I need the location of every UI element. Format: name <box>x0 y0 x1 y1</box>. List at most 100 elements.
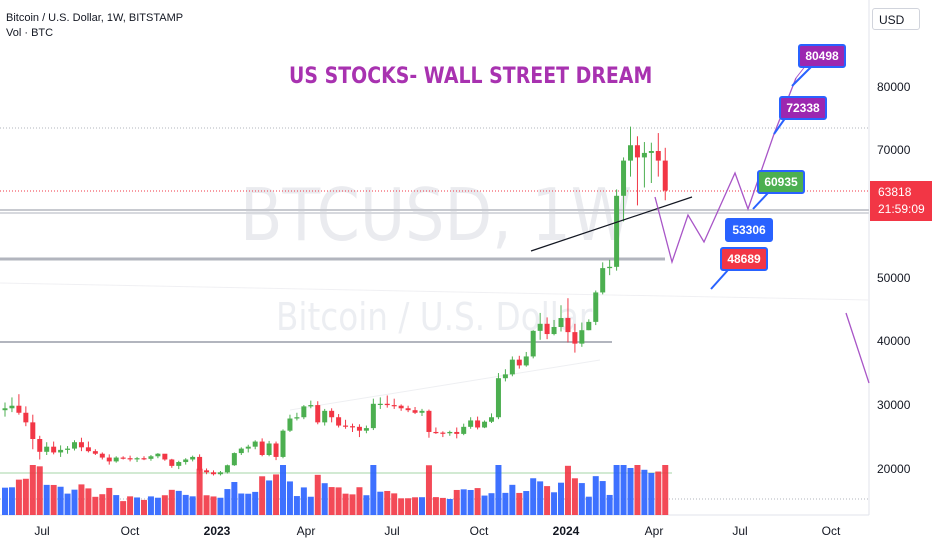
symbol-legend[interactable]: Bitcoin / U.S. Dollar, 1W, BITSTAMP <box>6 12 184 24</box>
candle-body <box>655 151 661 161</box>
volume-bar <box>446 498 453 515</box>
callout-53306[interactable]: 53306 <box>725 218 773 242</box>
volume-bar <box>273 474 280 515</box>
candle-body <box>280 430 286 457</box>
candle-body <box>662 160 668 191</box>
candle-body <box>322 410 328 423</box>
volume-bar <box>342 493 349 515</box>
volume-bar <box>224 489 231 515</box>
volume-bar <box>662 465 669 515</box>
candle-body <box>30 422 36 439</box>
volume-bar <box>293 496 300 515</box>
volume-bar <box>113 495 120 515</box>
callout-pointer-60935 <box>752 192 769 210</box>
volume-legend[interactable]: Vol · BTC <box>6 27 54 39</box>
volume-bar <box>182 494 189 515</box>
price-tick: 40000 <box>877 334 911 348</box>
volume-bar <box>147 496 154 515</box>
volume-bar <box>481 495 488 515</box>
candle-body <box>607 266 613 269</box>
price-tick: 80000 <box>877 80 911 94</box>
candle-body <box>523 356 529 366</box>
volume-bar <box>57 486 64 515</box>
time-tick: Jul <box>384 524 400 538</box>
volume-bar <box>599 481 606 515</box>
candle-body <box>183 459 189 463</box>
candle-body <box>426 410 432 432</box>
volume-bar <box>488 493 495 515</box>
projection-tail[interactable] <box>845 312 870 384</box>
volume-bar <box>627 467 634 515</box>
candle-body <box>217 472 223 475</box>
volume-bar <box>85 488 92 515</box>
candle-body <box>454 431 460 434</box>
bar-countdown: 21:59:09 <box>878 202 925 216</box>
volume-bar <box>210 496 217 515</box>
candle-body <box>266 443 272 455</box>
volume-bar <box>495 465 502 515</box>
volume-bar <box>127 496 134 515</box>
volume-bar <box>245 493 252 515</box>
volume-bar <box>43 484 50 515</box>
candle-body <box>370 403 376 429</box>
candle-body <box>537 323 543 331</box>
volume-bar <box>460 489 467 515</box>
candle-body <box>211 472 216 475</box>
volume-bar <box>405 498 412 515</box>
candle-body <box>405 408 411 411</box>
volume-bar <box>585 496 592 515</box>
time-tick: Apr <box>644 524 664 538</box>
volume-bar <box>99 494 106 515</box>
candle-body <box>287 418 293 431</box>
candle-body <box>204 470 210 473</box>
volume-bar <box>398 498 405 515</box>
volume-bar <box>606 494 613 515</box>
volume-bar <box>558 482 564 515</box>
candle-body <box>92 451 98 454</box>
candle-body <box>9 405 15 409</box>
price-axis-background <box>869 0 932 515</box>
currency-button[interactable]: USD <box>872 8 920 30</box>
volume-bar <box>384 490 391 515</box>
candle-body <box>614 195 620 267</box>
candle-body <box>350 426 355 428</box>
volume-bar <box>453 489 460 515</box>
volume-bar <box>412 497 419 515</box>
volume-bar <box>363 495 370 515</box>
candle-body <box>579 330 585 344</box>
volume-bar <box>64 493 71 515</box>
candle-body <box>301 406 307 418</box>
trendline[interactable] <box>530 196 693 252</box>
chart-legend: Bitcoin / U.S. Dollar, 1W, BITSTAMP Vol … <box>6 11 183 41</box>
callout-48689[interactable]: 48689 <box>720 247 768 271</box>
volume-bar <box>551 492 558 515</box>
callout-72338[interactable]: 72338 <box>779 96 827 120</box>
volume-bar <box>175 490 182 515</box>
volume-bar <box>370 465 377 515</box>
candle-body <box>440 432 446 434</box>
candle-body <box>634 145 640 158</box>
volume-bar <box>134 497 141 515</box>
candle-body <box>641 152 647 158</box>
candle-body <box>238 448 244 454</box>
volume-bar <box>8 487 15 515</box>
candle-body <box>65 448 71 450</box>
candle-body <box>384 403 390 406</box>
candle-body <box>51 446 57 453</box>
candle-body <box>628 145 633 161</box>
volume-bar <box>231 482 238 515</box>
candle-body <box>155 453 161 457</box>
candle-body <box>16 405 22 413</box>
candle-body <box>224 465 230 473</box>
projection-path[interactable] <box>654 77 797 265</box>
time-tick: Apr <box>296 524 316 538</box>
volume-bar <box>106 487 113 515</box>
time-tick: Oct <box>469 524 489 538</box>
callout-80498[interactable]: 80498 <box>798 44 846 68</box>
candle-body <box>162 453 168 460</box>
callout-60935[interactable]: 60935 <box>757 170 805 194</box>
candle-body <box>586 321 592 331</box>
candle-body <box>461 426 467 434</box>
candle-body <box>572 332 578 344</box>
volume-bar <box>335 487 342 515</box>
